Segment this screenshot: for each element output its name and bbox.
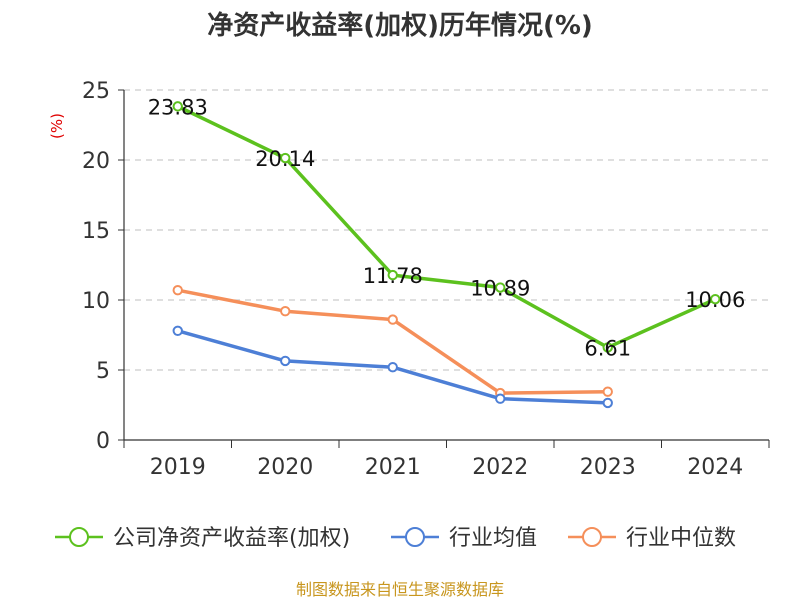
x-tick-label: 2021 xyxy=(365,455,421,480)
x-tick-label: 2022 xyxy=(472,455,528,480)
series-lines xyxy=(172,101,721,409)
data-point xyxy=(602,397,613,409)
y-axis-unit-label: (%) xyxy=(48,113,66,139)
data-label: 6.61 xyxy=(584,336,631,360)
chart-title: 净资产收益率(加权)历年情况(%) xyxy=(207,10,593,41)
data-point xyxy=(710,293,721,305)
legend: 公司净资产收益率(加权) 行业均值 行业中位数 xyxy=(55,526,736,551)
data-point xyxy=(172,285,183,296)
data-point xyxy=(495,282,506,293)
data-label: 11.78 xyxy=(363,264,423,288)
legend-marker-swatch xyxy=(405,527,425,547)
y-tick-label: 20 xyxy=(82,149,110,174)
legend-label: 行业均值 xyxy=(449,526,537,551)
legend-marker-swatch xyxy=(69,527,89,547)
data-label: 10.89 xyxy=(470,277,530,301)
data-point xyxy=(172,325,183,336)
axes: 0 5 10 15 20 25 2019 2020 2021 2022 2023 2024 xyxy=(82,79,770,480)
x-tick-label: 2019 xyxy=(150,455,206,480)
data-point xyxy=(280,306,291,317)
data-label: 20.14 xyxy=(255,147,315,171)
series-line xyxy=(176,288,610,395)
x-tick-label: 2023 xyxy=(580,455,636,480)
data-label: 10.06 xyxy=(685,288,745,312)
x-tick-label: 2024 xyxy=(687,455,743,480)
data-label: 23.83 xyxy=(148,95,208,119)
grid-lines xyxy=(124,89,769,371)
data-point xyxy=(280,355,291,367)
data-point xyxy=(602,342,613,353)
data-point xyxy=(280,152,291,164)
legend-item: 行业中位数 xyxy=(568,526,736,551)
x-tick-label: 2020 xyxy=(257,455,313,480)
y-tick-label: 10 xyxy=(82,289,110,314)
legend-item: 行业均值 xyxy=(391,526,537,551)
data-point xyxy=(172,101,183,112)
y-tick-label: 15 xyxy=(82,219,110,244)
y-tick-label: 5 xyxy=(96,359,110,384)
data-point xyxy=(387,269,398,281)
data-point xyxy=(602,386,613,397)
legend-marker-swatch xyxy=(582,527,602,547)
data-labels: 23.83 20.14 11.78 10.89 6.61 10.06 xyxy=(148,95,746,360)
y-tick-label: 0 xyxy=(96,429,110,454)
data-point xyxy=(495,393,506,404)
data-point xyxy=(387,362,398,373)
y-tick-label: 25 xyxy=(82,79,110,104)
source-note: 制图数据来自恒生聚源数据库 xyxy=(296,580,504,599)
data-point xyxy=(387,314,398,325)
series-line xyxy=(176,104,717,350)
legend-item: 公司净资产收益率(加权) xyxy=(55,526,350,551)
legend-label: 行业中位数 xyxy=(626,526,736,551)
legend-label: 公司净资产收益率(加权) xyxy=(113,526,350,551)
